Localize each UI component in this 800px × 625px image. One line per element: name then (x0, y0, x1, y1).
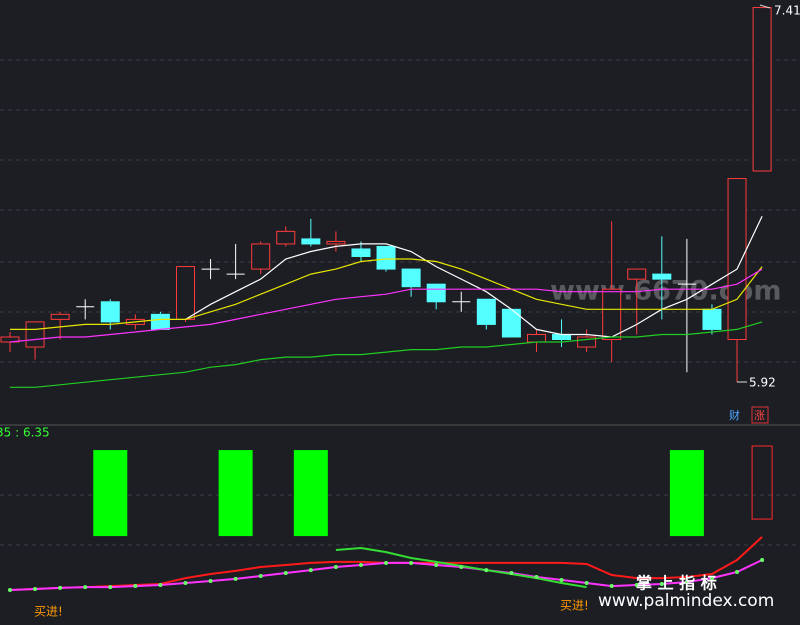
candle-body (526, 333, 546, 343)
candle-body (476, 298, 496, 325)
line-dot (709, 576, 714, 581)
candle-body (652, 273, 672, 280)
indicator-panel (8, 445, 773, 592)
line-dot (409, 560, 414, 565)
line (185, 216, 763, 338)
line-dot (83, 585, 88, 590)
candle-body (727, 178, 747, 340)
line-dot (233, 576, 238, 581)
watermark: www.palmindex.com (598, 591, 774, 611)
watermark: 掌 上 指 标 (636, 574, 717, 593)
line-dot (58, 585, 63, 590)
candle-body (0, 336, 20, 343)
tag-box (751, 406, 769, 424)
candle-body (501, 308, 521, 338)
buy-label: 买进! (34, 605, 63, 619)
grid (0, 59, 800, 546)
candle-body (100, 301, 120, 323)
line (9, 268, 763, 343)
candle-body (577, 336, 597, 348)
line (10, 321, 763, 388)
price-panel (0, 7, 772, 388)
candle-body (50, 313, 70, 320)
line-dot (509, 570, 514, 575)
line-dot (684, 579, 689, 584)
line-dot (108, 585, 113, 590)
candle-body (301, 238, 321, 245)
line-dot (8, 587, 12, 592)
signal-bar (293, 450, 328, 537)
line-dot (584, 581, 589, 585)
line-dot (484, 568, 489, 573)
indicator-label: 35 : 6.35 (0, 426, 50, 440)
signal-bar (93, 450, 128, 537)
buy-label: 买进! (560, 599, 589, 613)
signal-bar (218, 450, 253, 537)
high-label: 7.41 (774, 4, 800, 18)
candle-body (150, 313, 170, 330)
tag: 财 (729, 408, 740, 422)
line (10, 258, 763, 330)
line-dot (760, 558, 765, 563)
line-dot (208, 578, 213, 583)
watermark: www.6670.com (550, 276, 781, 307)
signal-bar (669, 450, 704, 537)
candle-body (175, 266, 195, 320)
candle-body (752, 7, 772, 172)
line-dot (534, 575, 539, 580)
arrow (759, 4, 771, 9)
line-dot (183, 581, 188, 585)
signal-box (751, 445, 773, 520)
line-dot (158, 583, 163, 588)
line-dot (308, 568, 313, 573)
line-dot (609, 584, 614, 589)
line-dot (333, 565, 338, 570)
line-dot (384, 560, 389, 565)
candle-body (627, 268, 647, 280)
candle-body (702, 308, 722, 330)
low-label: 5.92 (749, 376, 776, 390)
line-dot (459, 565, 464, 570)
candle-body (351, 248, 371, 258)
candle-body (276, 230, 296, 245)
line-dot (735, 569, 740, 574)
candle-body (25, 321, 45, 348)
line-dot (659, 582, 664, 587)
line-dot (434, 562, 439, 567)
line-dot (559, 577, 564, 582)
candle-body (602, 288, 622, 340)
candle-body (376, 245, 396, 270)
line-dot (133, 584, 138, 589)
line-dot (33, 586, 38, 591)
candle-body (552, 333, 572, 340)
line-dot (634, 583, 639, 588)
candle-body (326, 240, 346, 245)
candle-body (401, 268, 421, 288)
tag: 涨 (754, 409, 765, 422)
candle-body (426, 283, 446, 303)
candle-body (251, 243, 271, 270)
line-dot (358, 562, 363, 567)
line-dot (283, 570, 288, 575)
line-dot (258, 574, 263, 579)
